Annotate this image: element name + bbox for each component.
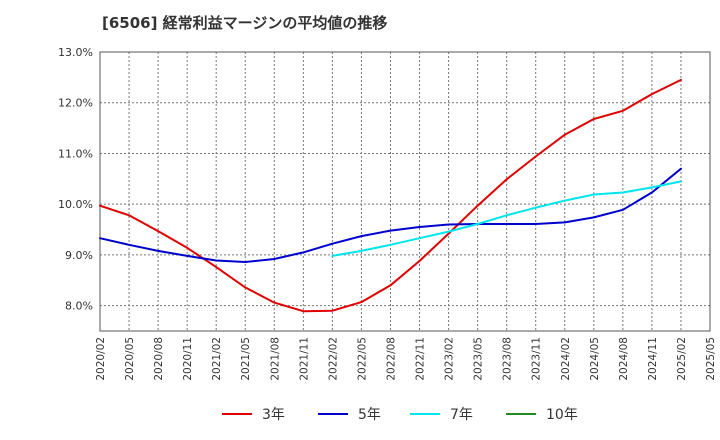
series-line-1 <box>99 167 682 263</box>
x-axis-ticks: 2020/02 2020/05 2020/08 2020/11 2021/02 2021/… <box>95 337 717 381</box>
legend: 3年 5年 7年 10年 <box>222 407 578 423</box>
y-tick-label: 13.0% <box>58 46 93 59</box>
x-tick-label: 2022/05 <box>356 337 368 381</box>
x-tick-label: 2020/08 <box>153 337 165 381</box>
x-tick-label: 2025/05 <box>705 337 717 381</box>
plot-area-border <box>99 51 711 332</box>
x-tick-label: 2022/11 <box>415 337 427 381</box>
x-tick-label: 2024/08 <box>618 337 630 381</box>
y-tick-label: 9.0% <box>65 249 93 262</box>
x-tick-label: 2021/08 <box>269 337 281 381</box>
x-tick-label: 2020/11 <box>182 337 194 381</box>
x-tick-label: 2021/02 <box>211 337 223 381</box>
legend-label: 5年 <box>358 407 381 423</box>
x-tick-label: 2023/02 <box>444 337 456 381</box>
x-tick-label: 2021/05 <box>240 337 252 381</box>
series-line-0 <box>99 78 682 313</box>
x-tick-label: 2024/05 <box>589 337 601 381</box>
x-tick-label: 2022/08 <box>385 337 397 381</box>
legend-label: 7年 <box>450 407 473 423</box>
y-axis-ticks: 8.0% 9.0% 10.0% 11.0% 12.0% 13.0% <box>58 46 93 313</box>
x-tick-label: 2023/08 <box>502 337 514 381</box>
y-tick-label: 8.0% <box>65 300 93 313</box>
series-layer <box>99 78 682 313</box>
x-tick-label: 2021/11 <box>298 337 310 381</box>
chart-title: [6506] 経常利益マージンの平均値の推移 <box>102 14 388 32</box>
x-tick-label: 2022/02 <box>327 337 339 381</box>
series-line-2 <box>331 180 682 257</box>
x-tick-label: 2020/05 <box>124 337 136 381</box>
grid-layer <box>99 51 711 331</box>
legend-label: 10年 <box>546 407 578 423</box>
x-tick-label: 2024/02 <box>560 337 572 381</box>
legend-label: 3年 <box>262 407 285 423</box>
x-tick-label: 2023/11 <box>531 337 543 381</box>
x-tick-label: 2025/02 <box>676 337 688 381</box>
x-tick-label: 2024/11 <box>647 337 659 381</box>
y-tick-label: 10.0% <box>58 198 93 211</box>
y-tick-label: 12.0% <box>58 97 93 110</box>
y-tick-label: 11.0% <box>58 147 93 160</box>
x-tick-label: 2020/02 <box>95 337 107 381</box>
x-tick-label: 2023/05 <box>473 337 485 381</box>
